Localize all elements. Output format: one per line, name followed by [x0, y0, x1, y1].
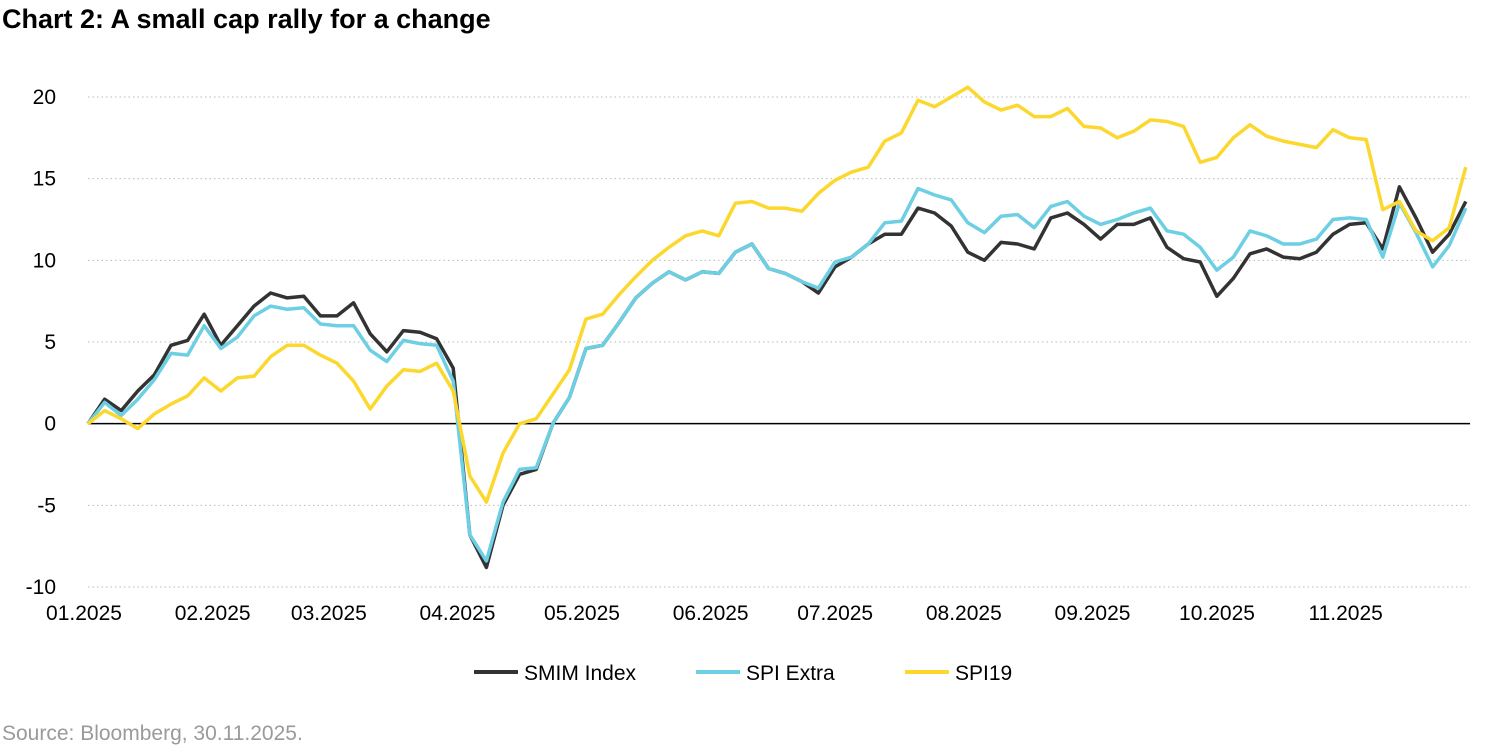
legend-item: SPI19 — [905, 662, 1012, 685]
gridlines — [88, 96, 1470, 588]
legend-item: SMIM Index — [474, 662, 637, 685]
x-tick-label: 11.2025 — [1308, 602, 1382, 625]
legend-item: SPI Extra — [696, 662, 835, 685]
series-line-spi19 — [86, 85, 1468, 504]
x-tick-label: 07.2025 — [797, 602, 873, 625]
x-tick-label: 06.2025 — [673, 602, 749, 625]
legend-label: SPI Extra — [746, 662, 835, 685]
x-axis-ticks: 01.2025 02.2025 03.2025 04.2025 05.2025 06.20… — [46, 602, 1383, 625]
source-note: Source: Bloomberg, 30.11.2025. — [2, 722, 303, 745]
y-tick-label: -5 — [37, 494, 56, 517]
x-tick-label: 01.2025 — [46, 602, 122, 625]
chart-title: Chart 2: A small cap rally for a change — [2, 4, 491, 34]
x-tick-label: 05.2025 — [544, 602, 620, 625]
y-tick-label: -10 — [26, 576, 56, 599]
legend-label: SMIM Index — [524, 662, 637, 685]
y-tick-label: 5 — [44, 331, 56, 354]
series-line-smim-index — [86, 185, 1468, 570]
series-line-spi-extra — [86, 186, 1468, 563]
legend-label: SPI19 — [955, 662, 1012, 685]
y-tick-label: 10 — [33, 249, 56, 272]
legend: SMIM Index SPI Extra SPI19 — [474, 662, 1012, 685]
x-tick-label: 03.2025 — [291, 602, 367, 625]
x-tick-label: 09.2025 — [1055, 602, 1131, 625]
y-tick-label: 15 — [33, 168, 56, 191]
y-tick-label: 20 — [33, 86, 56, 109]
series-lines — [86, 85, 1468, 570]
x-tick-label: 08.2025 — [926, 602, 1002, 625]
x-tick-label: 02.2025 — [175, 602, 251, 625]
y-axis-ticks: -10 -5 0 5 10 15 20 — [26, 86, 56, 599]
x-tick-label: 04.2025 — [420, 602, 496, 625]
y-tick-label: 0 — [44, 413, 56, 436]
x-tick-label: 10.2025 — [1179, 602, 1255, 625]
